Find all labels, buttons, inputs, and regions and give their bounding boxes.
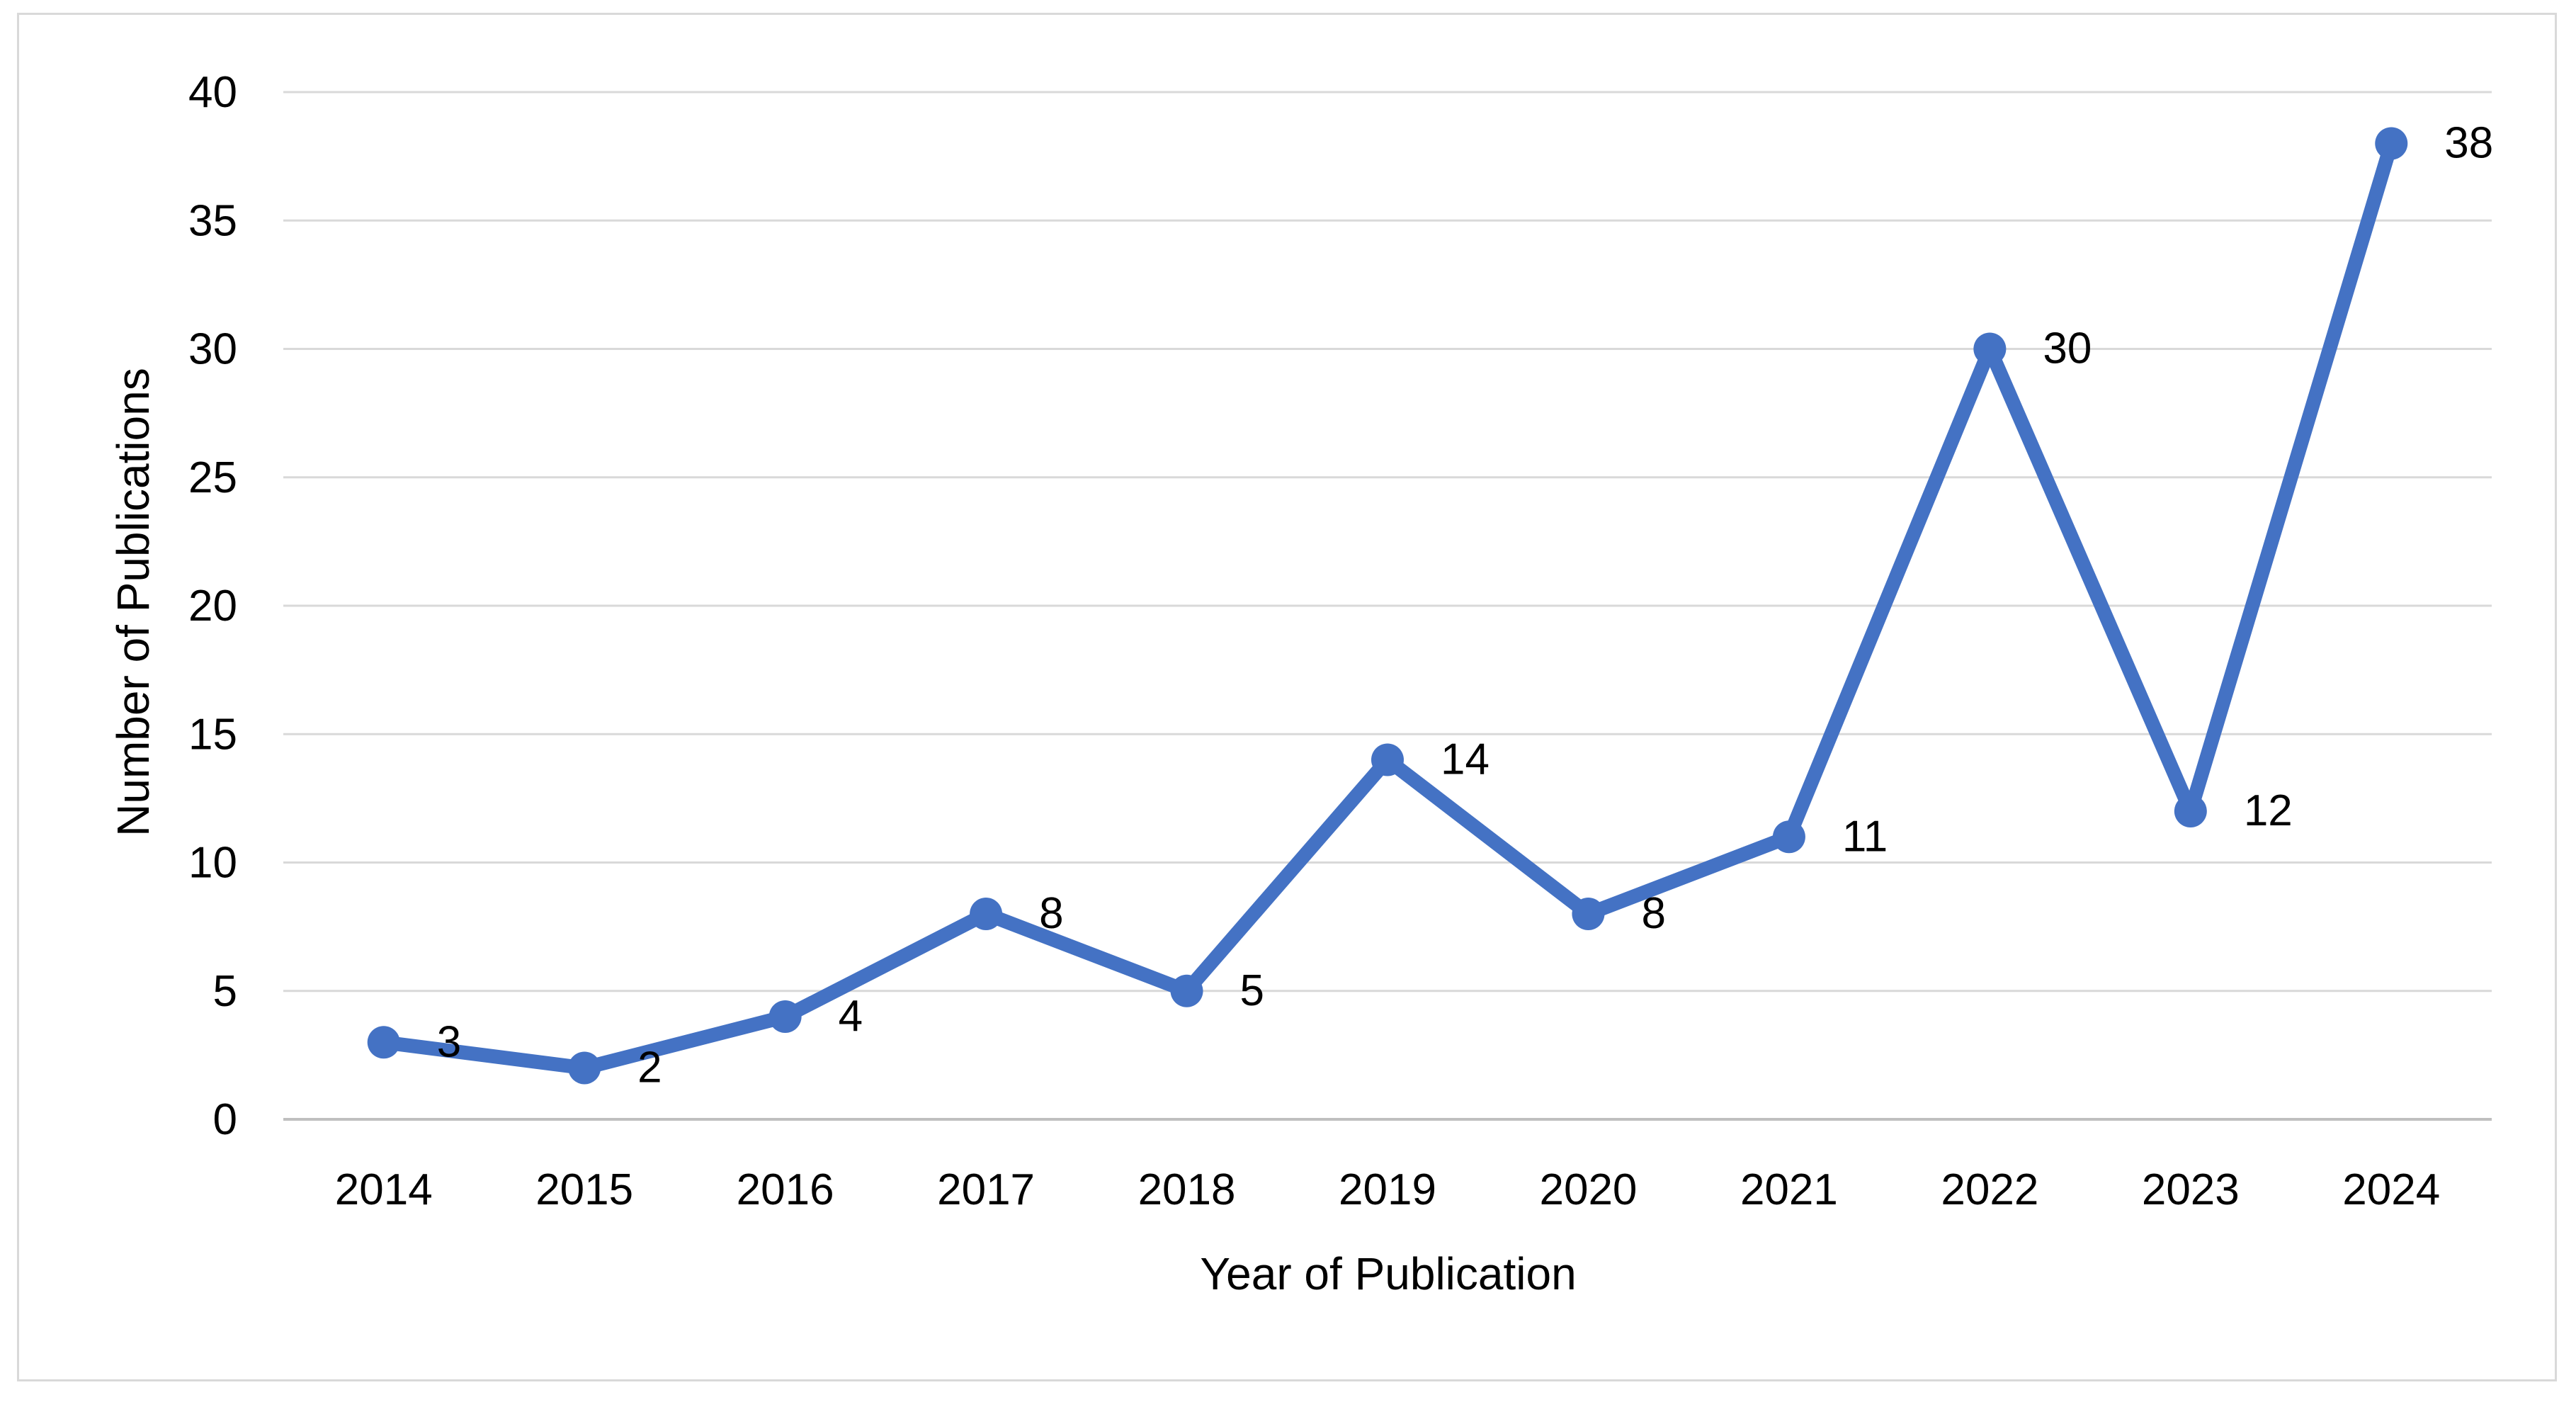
data-label: 4	[839, 992, 863, 1041]
y-tick-label: 15	[188, 710, 237, 759]
y-tick-label: 35	[188, 196, 237, 245]
y-axis-title: Number of Publications	[108, 368, 159, 837]
data-point	[1973, 332, 2007, 366]
data-point	[568, 1051, 601, 1085]
data-point	[2375, 127, 2408, 160]
data-label: 30	[2043, 324, 2092, 373]
data-point	[1170, 974, 1203, 1007]
y-tick-label: 10	[188, 839, 237, 888]
data-point	[768, 1000, 802, 1033]
data-label: 8	[1039, 889, 1063, 938]
data-label: 2	[637, 1044, 662, 1092]
x-tick-label: 2018	[1138, 1165, 1236, 1214]
data-label: 14	[1441, 735, 1490, 784]
y-tick-label: 25	[188, 453, 237, 502]
x-axis-title: Year of Publication	[1200, 1248, 1576, 1299]
y-tick-label: 20	[188, 582, 237, 631]
x-tick-label: 2023	[2142, 1165, 2240, 1214]
data-point	[2174, 795, 2207, 827]
x-tick-label: 2016	[737, 1165, 834, 1214]
data-point	[1371, 743, 1404, 776]
x-tick-label: 2017	[937, 1165, 1035, 1214]
x-tick-label: 2014	[335, 1165, 433, 1214]
data-point	[367, 1026, 400, 1059]
data-label: 11	[1842, 812, 1888, 861]
y-tick-label: 40	[188, 68, 237, 117]
gridlines	[283, 91, 2492, 993]
data-label: 8	[1641, 889, 1665, 938]
y-tick-label: 30	[188, 325, 237, 374]
points-layer	[367, 127, 2408, 1085]
data-label: 3	[437, 1017, 461, 1066]
x-tick-label: 2019	[1339, 1165, 1436, 1214]
x-tick-label: 2020	[1539, 1165, 1637, 1214]
data-label: 5	[1240, 966, 1264, 1015]
x-tick-label: 2015	[535, 1165, 633, 1214]
x-tick-label: 2024	[2342, 1165, 2440, 1214]
data-point	[1572, 898, 1605, 930]
x-tick-label: 2021	[1740, 1165, 1838, 1214]
y-tick-label: 0	[213, 1095, 237, 1144]
x-tick-label: 2022	[1941, 1165, 2038, 1214]
y-tick-label: 5	[213, 967, 237, 1016]
data-point	[1772, 820, 1805, 854]
data-point	[970, 898, 1003, 930]
data-label: 12	[2244, 786, 2293, 835]
data-label: 38	[2444, 119, 2493, 168]
